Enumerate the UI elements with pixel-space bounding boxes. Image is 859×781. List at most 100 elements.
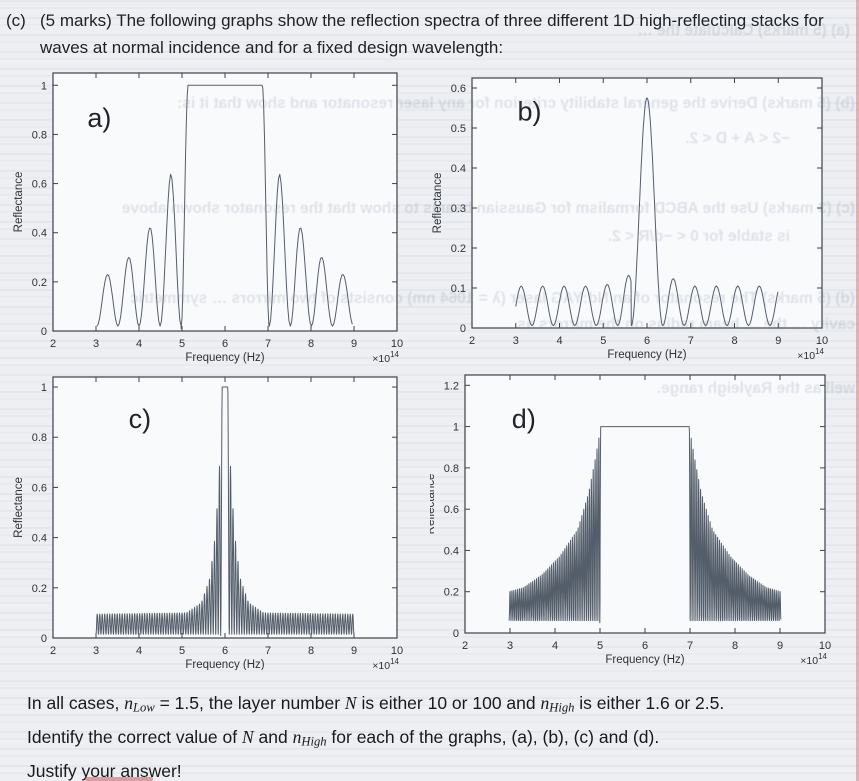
x-tick-label: 8 xyxy=(308,338,314,350)
x-tick-label: 10 xyxy=(391,338,403,350)
y-tick-label: 0 xyxy=(41,326,47,338)
x-tick-label: 10 xyxy=(391,645,403,657)
chart-d: 2 3 4 5 6 7 8 9 10 0 0.2 0.4 0.6 0.8 1 1.2 Frequency (Hz… xyxy=(430,374,831,667)
y-tick-label: 1 xyxy=(41,80,47,92)
x-tick-label: 7 xyxy=(265,645,271,657)
x-tick-label: 9 xyxy=(351,645,357,657)
y-tick-label: 0.4 xyxy=(32,228,47,240)
variable-segment: n xyxy=(540,693,550,713)
x-tick-label: 2 xyxy=(50,338,56,350)
reflectance-curve xyxy=(96,84,353,329)
question-line: In all cases, nLow = 1.5, the layer numb… xyxy=(27,689,841,723)
x-tick-label: 3 xyxy=(513,335,519,347)
plot-panel-c: 2 3 4 5 6 7 8 9 10 0 0.2 0.4 0.6 0.8 1 Frequency (Hz) ×1… xyxy=(8,368,430,670)
variable-segment: n xyxy=(292,726,302,747)
y-tick-label: 0.2 xyxy=(451,243,466,255)
x-tick-label: 10 xyxy=(816,335,828,347)
text-segment: is either 1.6 or 2.5. xyxy=(574,693,725,713)
y-tick-label: 1.2 xyxy=(444,380,459,392)
x-tick-label: 6 xyxy=(222,645,228,657)
x-axis-label: Frequency (Hz) xyxy=(607,349,686,361)
variable-segment: N xyxy=(344,693,357,713)
x-tick-label: 7 xyxy=(688,335,694,347)
text-segment: is either 10 or 100 and xyxy=(356,693,541,713)
y-tick-label: 0.8 xyxy=(32,432,47,444)
red-margin-line xyxy=(856,0,859,781)
x-tick-label: 5 xyxy=(597,640,603,652)
chart-c: 2 3 4 5 6 7 8 9 10 0 0.2 0.4 0.6 0.8 1 Frequency (Hz) ×1… xyxy=(13,376,403,670)
y-tick-label: 0 xyxy=(460,323,466,335)
variable-segment: n xyxy=(124,693,134,713)
x-tick-label: 3 xyxy=(93,645,99,657)
y-axis-label: Reflectance xyxy=(430,474,437,535)
text-segment: Identify the correct value of xyxy=(27,726,242,747)
x-tick-label: 10 xyxy=(819,640,831,652)
x-axis-label: Frequency (Hz) xyxy=(605,654,684,666)
y-tick-label: 0.6 xyxy=(451,83,466,95)
red-pen-mark xyxy=(85,777,153,781)
x-tick-label: 8 xyxy=(308,645,314,657)
x-tick-label: 4 xyxy=(136,645,142,657)
y-tick-label: 0.1 xyxy=(451,283,466,295)
plot-panel-a: 2 3 4 5 6 7 8 9 10 0 0.2 0.4 0.6 0.8 1 Frequency (Hz) ×1… xyxy=(8,64,430,366)
y-tick-label: 0.8 xyxy=(444,463,459,475)
y-axis-label: Reflectance xyxy=(432,173,444,234)
x-tick-label: 2 xyxy=(462,640,468,652)
y-axis-label: Reflectance xyxy=(13,477,25,538)
text-segment: and xyxy=(253,726,293,747)
text-segment: for each of the graphs, (a), (b), (c) an… xyxy=(326,726,660,747)
text-segment: = 1.5, the layer number xyxy=(154,693,345,713)
x-tick-label: 3 xyxy=(93,338,99,350)
x-tick-label: 9 xyxy=(775,335,781,347)
x-tick-label: 4 xyxy=(136,338,142,350)
y-tick-label: 0.2 xyxy=(32,277,47,289)
text-segment: Justify your answer! xyxy=(27,760,182,781)
panel-letter-c: c) xyxy=(129,404,152,434)
panel-letter-a: a) xyxy=(87,103,111,133)
x-axis-exponent: ×1014 xyxy=(372,657,399,670)
y-axis-label: Reflectance xyxy=(13,172,25,233)
question-line: Identify the correct value of N and nHig… xyxy=(27,723,841,757)
x-tick-label: 9 xyxy=(777,640,783,652)
question-line: Justify your answer! xyxy=(27,757,841,781)
variable-segment: High xyxy=(549,700,575,715)
variable-segment: N xyxy=(241,726,254,747)
question-header: (c) (5 marks) The following graphs show … xyxy=(6,7,849,61)
y-tick-label: 0.8 xyxy=(32,129,47,141)
chart-a: 2 3 4 5 6 7 8 9 10 0 0.2 0.4 0.6 0.8 1 Frequency (Hz) ×1… xyxy=(13,72,403,365)
x-tick-label: 6 xyxy=(642,640,648,652)
x-axis-exponent: ×1014 xyxy=(800,652,827,667)
plot-panel-b: 2 3 4 5 6 7 8 9 10 0 0.1 0.2 0.3 0.4 0.5 0.6 Frequency (… xyxy=(430,64,857,366)
y-tick-label: 0.6 xyxy=(32,179,47,191)
x-tick-label: 6 xyxy=(644,335,650,347)
variable-segment: High xyxy=(301,734,327,749)
x-tick-label: 8 xyxy=(731,335,737,347)
x-tick-label: 9 xyxy=(351,338,357,350)
x-tick-label: 2 xyxy=(50,645,56,657)
y-tick-label: 1 xyxy=(453,422,459,434)
question-bottom-text: In all cases, nLow = 1.5, the layer numb… xyxy=(27,689,841,781)
y-tick-label: 0.3 xyxy=(451,203,466,215)
x-tick-label: 8 xyxy=(732,640,738,652)
reflectance-curve xyxy=(508,426,782,624)
x-axis-exponent: ×1014 xyxy=(372,350,399,365)
x-tick-label: 6 xyxy=(222,338,228,350)
panel-letter-b: b) xyxy=(518,97,542,127)
plot-panel-d: 2 3 4 5 6 7 8 9 10 0 0.2 0.4 0.6 0.8 1 1.2 Frequency (Hz… xyxy=(430,368,857,670)
y-tick-label: 0.6 xyxy=(444,504,459,516)
y-tick-label: 0.5 xyxy=(451,123,466,135)
x-tick-label: 5 xyxy=(179,645,185,657)
y-tick-label: 0 xyxy=(453,628,459,640)
y-tick-label: 0.2 xyxy=(32,583,47,595)
y-tick-label: 0.6 xyxy=(32,482,47,494)
x-tick-label: 3 xyxy=(507,640,513,652)
reflectance-curve xyxy=(95,386,355,636)
x-axis-label: Frequency (Hz) xyxy=(185,352,264,364)
question-text: (5 marks) The following graphs show the … xyxy=(40,11,824,57)
x-tick-label: 4 xyxy=(552,640,558,652)
x-tick-label: 7 xyxy=(687,640,693,652)
y-tick-label: 0 xyxy=(41,633,47,645)
y-tick-label: 0.4 xyxy=(444,545,459,557)
y-tick-label: 0.2 xyxy=(444,587,459,599)
